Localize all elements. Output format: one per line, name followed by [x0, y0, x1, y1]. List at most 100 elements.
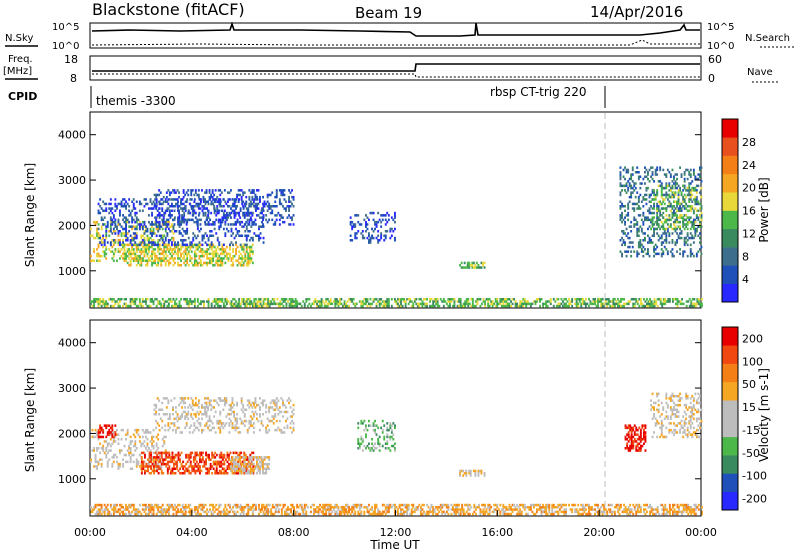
echo-cell: [259, 413, 261, 416]
echo-cell: [246, 462, 249, 466]
echo-cell: [485, 298, 488, 301]
echo-cell: [174, 304, 176, 308]
echo-cell: [665, 207, 668, 210]
echo-cell: [668, 216, 671, 219]
echo-cell: [210, 245, 213, 249]
echo-cell: [361, 302, 364, 306]
echo-cell: [678, 300, 680, 303]
echo-cell: [674, 218, 677, 222]
echo-cell: [173, 458, 175, 461]
echo-cell: [648, 168, 651, 172]
echo-cell: [250, 259, 253, 262]
echo-cell: [203, 254, 205, 258]
echo-cell: [639, 298, 642, 301]
echo-cell: [534, 300, 537, 303]
echo-cell: [657, 200, 660, 203]
echo-cell: [238, 298, 241, 301]
echo-cell: [209, 259, 211, 262]
echo-cell: [289, 422, 292, 425]
echo-cell: [256, 304, 259, 308]
echo-cell: [126, 261, 129, 265]
echo-cell: [251, 214, 254, 217]
echo-cell: [168, 467, 171, 470]
echo-cell: [478, 298, 480, 301]
freq-label: Freq.: [8, 54, 33, 65]
echo-cell: [380, 225, 383, 228]
echo-cell: [166, 460, 169, 464]
echo-cell: [254, 202, 257, 206]
echo-cell: [102, 444, 105, 448]
echo-cell: [117, 442, 120, 445]
echo-cell: [244, 302, 247, 306]
colorbar-frame: [721, 118, 739, 303]
echo-cell: [224, 469, 227, 473]
echo-cell: [184, 245, 187, 249]
echo-cell: [181, 413, 183, 416]
echo-cell: [251, 252, 254, 256]
echo-cell: [236, 211, 238, 215]
echo-cell: [161, 236, 164, 240]
echo-cell: [252, 223, 255, 226]
echo-cell: [259, 236, 262, 240]
echo-cell: [236, 469, 238, 473]
echo-cell: [112, 241, 115, 244]
echo-cell: [239, 193, 242, 197]
echo-cell: [201, 431, 203, 434]
echo-cell: [674, 207, 677, 210]
echo-cell: [263, 472, 266, 475]
echo-cell: [491, 304, 494, 308]
echo-cell: [195, 259, 198, 262]
echo-cell: [699, 248, 701, 251]
noise-tick-high: 10^5: [52, 22, 79, 33]
echo-cell: [236, 193, 238, 197]
echo-cell: [97, 304, 100, 308]
echo-cell: [120, 243, 123, 247]
echo-cell: [167, 198, 170, 201]
echo-cell: [205, 413, 208, 416]
echo-cell: [231, 462, 233, 466]
echo-cell: [111, 223, 114, 226]
echo-cell: [354, 225, 357, 228]
echo-cell: [665, 184, 668, 188]
echo-cell: [111, 433, 114, 436]
echo-cell: [177, 252, 179, 256]
echo-cell: [240, 419, 243, 423]
echo-cell: [657, 252, 660, 256]
echo-cell: [205, 462, 207, 466]
echo-cell: [217, 472, 220, 475]
echo-cell: [184, 243, 187, 247]
echo-cell: [246, 456, 249, 459]
echo-cell: [447, 298, 450, 301]
echo-cell: [663, 202, 666, 206]
echo-cell: [194, 472, 197, 475]
freq-trace: [92, 63, 700, 72]
echo-cell: [108, 207, 111, 210]
echo-cell: [143, 230, 146, 233]
echo-cell: [375, 304, 378, 308]
echo-cell: [197, 428, 200, 432]
echo-cell: [695, 214, 698, 217]
echo-cell: [357, 447, 360, 450]
echo-cell: [134, 428, 137, 432]
echo-cell: [191, 408, 194, 411]
echo-cell: [188, 472, 191, 475]
echo-cell: [647, 241, 649, 244]
echo-cell: [686, 239, 689, 242]
echo-cell: [157, 241, 160, 244]
echo-cell: [201, 254, 204, 258]
echo-cell: [230, 465, 232, 468]
date-label: 14/Apr/2016: [590, 3, 683, 21]
echo-cell: [216, 261, 219, 265]
echo-cell: [242, 406, 245, 409]
echo-cell: [649, 304, 651, 308]
echo-cell: [215, 465, 218, 468]
echo-cell: [99, 241, 102, 244]
echo-cell: [213, 300, 216, 303]
echo-cell: [167, 243, 170, 247]
echo-cell: [637, 252, 640, 256]
echo-cell: [192, 465, 195, 468]
echo-cell: [174, 245, 176, 249]
echo-cell: [174, 300, 176, 303]
echo-cell: [210, 234, 213, 237]
echo-cell: [123, 298, 126, 301]
